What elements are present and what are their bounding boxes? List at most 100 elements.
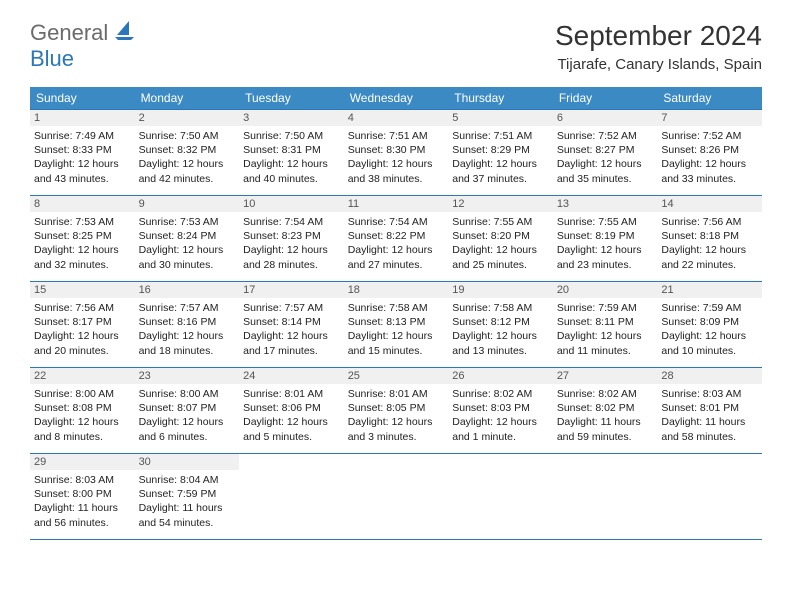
sunrise-line: Sunrise: 7:56 AM bbox=[661, 215, 758, 229]
day-number: 28 bbox=[657, 368, 762, 384]
day-number: 5 bbox=[448, 110, 553, 126]
day-number: 11 bbox=[344, 196, 449, 212]
calendar-page: General September 2024 Tijarafe, Canary … bbox=[0, 0, 792, 560]
calendar-cell bbox=[344, 454, 449, 540]
calendar-cell: 14Sunrise: 7:56 AMSunset: 8:18 PMDayligh… bbox=[657, 196, 762, 282]
day-body: Sunrise: 8:00 AMSunset: 8:08 PMDaylight:… bbox=[34, 387, 131, 444]
sunrise-line: Sunrise: 8:00 AM bbox=[139, 387, 236, 401]
sunrise-line: Sunrise: 7:50 AM bbox=[139, 129, 236, 143]
sunset-line: Sunset: 8:12 PM bbox=[452, 315, 549, 329]
calendar-cell: 11 Sunrise: 7:54 AMSunset: 8:22 PMDayligh… bbox=[344, 196, 449, 282]
daylight-line: Daylight: 12 hours and 6 minutes. bbox=[139, 415, 236, 443]
calendar-row: 29Sunrise: 8:03 AMSunset: 8:00 PMDayligh… bbox=[30, 454, 762, 540]
sunset-line: Sunset: 8:24 PM bbox=[139, 229, 236, 243]
daylight-line: Daylight: 12 hours and 30 minutes. bbox=[139, 243, 236, 271]
day-body: Sunrise: 8:04 AMSunset: 7:59 PMDaylight:… bbox=[139, 473, 236, 530]
sunset-line: Sunset: 8:33 PM bbox=[34, 143, 131, 157]
day-number: 19 bbox=[448, 282, 553, 298]
sunrise-line: Sunrise: 7:57 AM bbox=[243, 301, 340, 315]
calendar-cell: 22 Sunrise: 8:00 AMSunset: 8:08 PMDayligh… bbox=[30, 368, 135, 454]
title-block: September 2024 Tijarafe, Canary Islands,… bbox=[555, 20, 762, 73]
day-body: Sunrise: 7:51 AMSunset: 8:29 PMDaylight:… bbox=[452, 129, 549, 186]
daylight-line: Daylight: 12 hours and 40 minutes. bbox=[243, 157, 340, 185]
day-number: 15 bbox=[30, 282, 135, 298]
sunset-line: Sunset: 8:00 PM bbox=[34, 487, 131, 501]
calendar-cell: 3Sunrise: 7:50 AMSunset: 8:31 PMDaylight… bbox=[239, 110, 344, 196]
calendar-row: 22 Sunrise: 8:00 AMSunset: 8:08 PMDayligh… bbox=[30, 368, 762, 454]
calendar-cell: 23 Sunrise: 8:00 AMSunset: 8:07 PMDayligh… bbox=[135, 368, 240, 454]
calendar-cell bbox=[239, 454, 344, 540]
sunset-line: Sunset: 8:13 PM bbox=[348, 315, 445, 329]
day-body: Sunrise: 7:52 AMSunset: 8:26 PMDaylight:… bbox=[661, 129, 758, 186]
title-location: Tijarafe, Canary Islands, Spain bbox=[555, 56, 762, 73]
sunrise-line: Sunrise: 7:55 AM bbox=[557, 215, 654, 229]
day-body: Sunrise: 7:59 AMSunset: 8:11 PMDaylight:… bbox=[557, 301, 654, 358]
calendar-cell: 15 Sunrise: 7:56 AMSunset: 8:17 PMDayligh… bbox=[30, 282, 135, 368]
daylight-line: Daylight: 12 hours and 23 minutes. bbox=[557, 243, 654, 271]
day-number: 30 bbox=[135, 454, 240, 470]
sunrise-line: Sunrise: 7:57 AM bbox=[139, 301, 236, 315]
calendar-cell: 5 Sunrise: 7:51 AMSunset: 8:29 PMDaylight… bbox=[448, 110, 553, 196]
logo-text-general: General bbox=[30, 20, 108, 46]
day-body: Sunrise: 8:02 AMSunset: 8:03 PMDaylight:… bbox=[452, 387, 549, 444]
calendar-cell bbox=[448, 454, 553, 540]
day-number: 18 bbox=[344, 282, 449, 298]
day-number: 17 bbox=[239, 282, 344, 298]
calendar-cell: 30 Sunrise: 8:04 AMSunset: 7:59 PMDayligh… bbox=[135, 454, 240, 540]
day-number: 23 bbox=[135, 368, 240, 384]
sunrise-line: Sunrise: 7:58 AM bbox=[452, 301, 549, 315]
day-number: 25 bbox=[344, 368, 449, 384]
day-body: Sunrise: 7:54 AMSunset: 8:22 PMDaylight:… bbox=[348, 215, 445, 272]
sunset-line: Sunset: 8:11 PM bbox=[557, 315, 654, 329]
calendar-cell: 7Sunrise: 7:52 AMSunset: 8:26 PMDaylight… bbox=[657, 110, 762, 196]
calendar-cell: 6Sunrise: 7:52 AMSunset: 8:27 PMDaylight… bbox=[553, 110, 658, 196]
calendar-row: 15 Sunrise: 7:56 AMSunset: 8:17 PMDayligh… bbox=[30, 282, 762, 368]
day-body: Sunrise: 7:57 AMSunset: 8:14 PMDaylight:… bbox=[243, 301, 340, 358]
daylight-line: Daylight: 12 hours and 18 minutes. bbox=[139, 329, 236, 357]
sunset-line: Sunset: 8:19 PM bbox=[557, 229, 654, 243]
sunrise-line: Sunrise: 7:51 AM bbox=[348, 129, 445, 143]
calendar-body: 1Sunrise: 7:49 AMSunset: 8:33 PMDaylight… bbox=[30, 110, 762, 540]
daylight-line: Daylight: 12 hours and 42 minutes. bbox=[139, 157, 236, 185]
sunrise-line: Sunrise: 7:54 AM bbox=[243, 215, 340, 229]
daylight-line: Daylight: 12 hours and 13 minutes. bbox=[452, 329, 549, 357]
sunrise-line: Sunrise: 7:59 AM bbox=[557, 301, 654, 315]
sunrise-line: Sunrise: 7:53 AM bbox=[139, 215, 236, 229]
weekday-monday: Monday bbox=[135, 87, 240, 110]
day-number: 16 bbox=[135, 282, 240, 298]
daylight-line: Daylight: 11 hours and 56 minutes. bbox=[34, 501, 131, 529]
daylight-line: Daylight: 12 hours and 33 minutes. bbox=[661, 157, 758, 185]
sunrise-line: Sunrise: 7:54 AM bbox=[348, 215, 445, 229]
daylight-line: Daylight: 12 hours and 1 minute. bbox=[452, 415, 549, 443]
day-body: Sunrise: 7:53 AMSunset: 8:25 PMDaylight:… bbox=[34, 215, 131, 272]
daylight-line: Daylight: 12 hours and 20 minutes. bbox=[34, 329, 131, 357]
day-body: Sunrise: 7:49 AMSunset: 8:33 PMDaylight:… bbox=[34, 129, 131, 186]
calendar-cell: 26Sunrise: 8:02 AMSunset: 8:03 PMDayligh… bbox=[448, 368, 553, 454]
day-body: Sunrise: 7:51 AMSunset: 8:30 PMDaylight:… bbox=[348, 129, 445, 186]
day-body: Sunrise: 8:00 AMSunset: 8:07 PMDaylight:… bbox=[139, 387, 236, 444]
sunset-line: Sunset: 8:23 PM bbox=[243, 229, 340, 243]
page-header: General September 2024 Tijarafe, Canary … bbox=[30, 20, 762, 73]
day-number: 12 bbox=[448, 196, 553, 212]
calendar-cell bbox=[657, 454, 762, 540]
daylight-line: Daylight: 12 hours and 22 minutes. bbox=[661, 243, 758, 271]
sunset-line: Sunset: 8:16 PM bbox=[139, 315, 236, 329]
sunset-line: Sunset: 8:30 PM bbox=[348, 143, 445, 157]
day-number: 29 bbox=[30, 454, 135, 470]
weekday-thursday: Thursday bbox=[448, 87, 553, 110]
day-body: Sunrise: 7:53 AMSunset: 8:24 PMDaylight:… bbox=[139, 215, 236, 272]
day-body: Sunrise: 7:55 AMSunset: 8:20 PMDaylight:… bbox=[452, 215, 549, 272]
daylight-line: Daylight: 12 hours and 43 minutes. bbox=[34, 157, 131, 185]
calendar-cell: 2Sunrise: 7:50 AMSunset: 8:32 PMDaylight… bbox=[135, 110, 240, 196]
day-body: Sunrise: 7:58 AMSunset: 8:12 PMDaylight:… bbox=[452, 301, 549, 358]
day-number: 22 bbox=[30, 368, 135, 384]
day-body: Sunrise: 8:03 AMSunset: 8:01 PMDaylight:… bbox=[661, 387, 758, 444]
day-body: Sunrise: 7:57 AMSunset: 8:16 PMDaylight:… bbox=[139, 301, 236, 358]
weekday-friday: Friday bbox=[553, 87, 658, 110]
day-number: 20 bbox=[553, 282, 658, 298]
sunset-line: Sunset: 7:59 PM bbox=[139, 487, 236, 501]
sunset-line: Sunset: 8:03 PM bbox=[452, 401, 549, 415]
sunrise-line: Sunrise: 7:50 AM bbox=[243, 129, 340, 143]
sunrise-line: Sunrise: 8:03 AM bbox=[661, 387, 758, 401]
day-body: Sunrise: 7:56 AMSunset: 8:17 PMDaylight:… bbox=[34, 301, 131, 358]
